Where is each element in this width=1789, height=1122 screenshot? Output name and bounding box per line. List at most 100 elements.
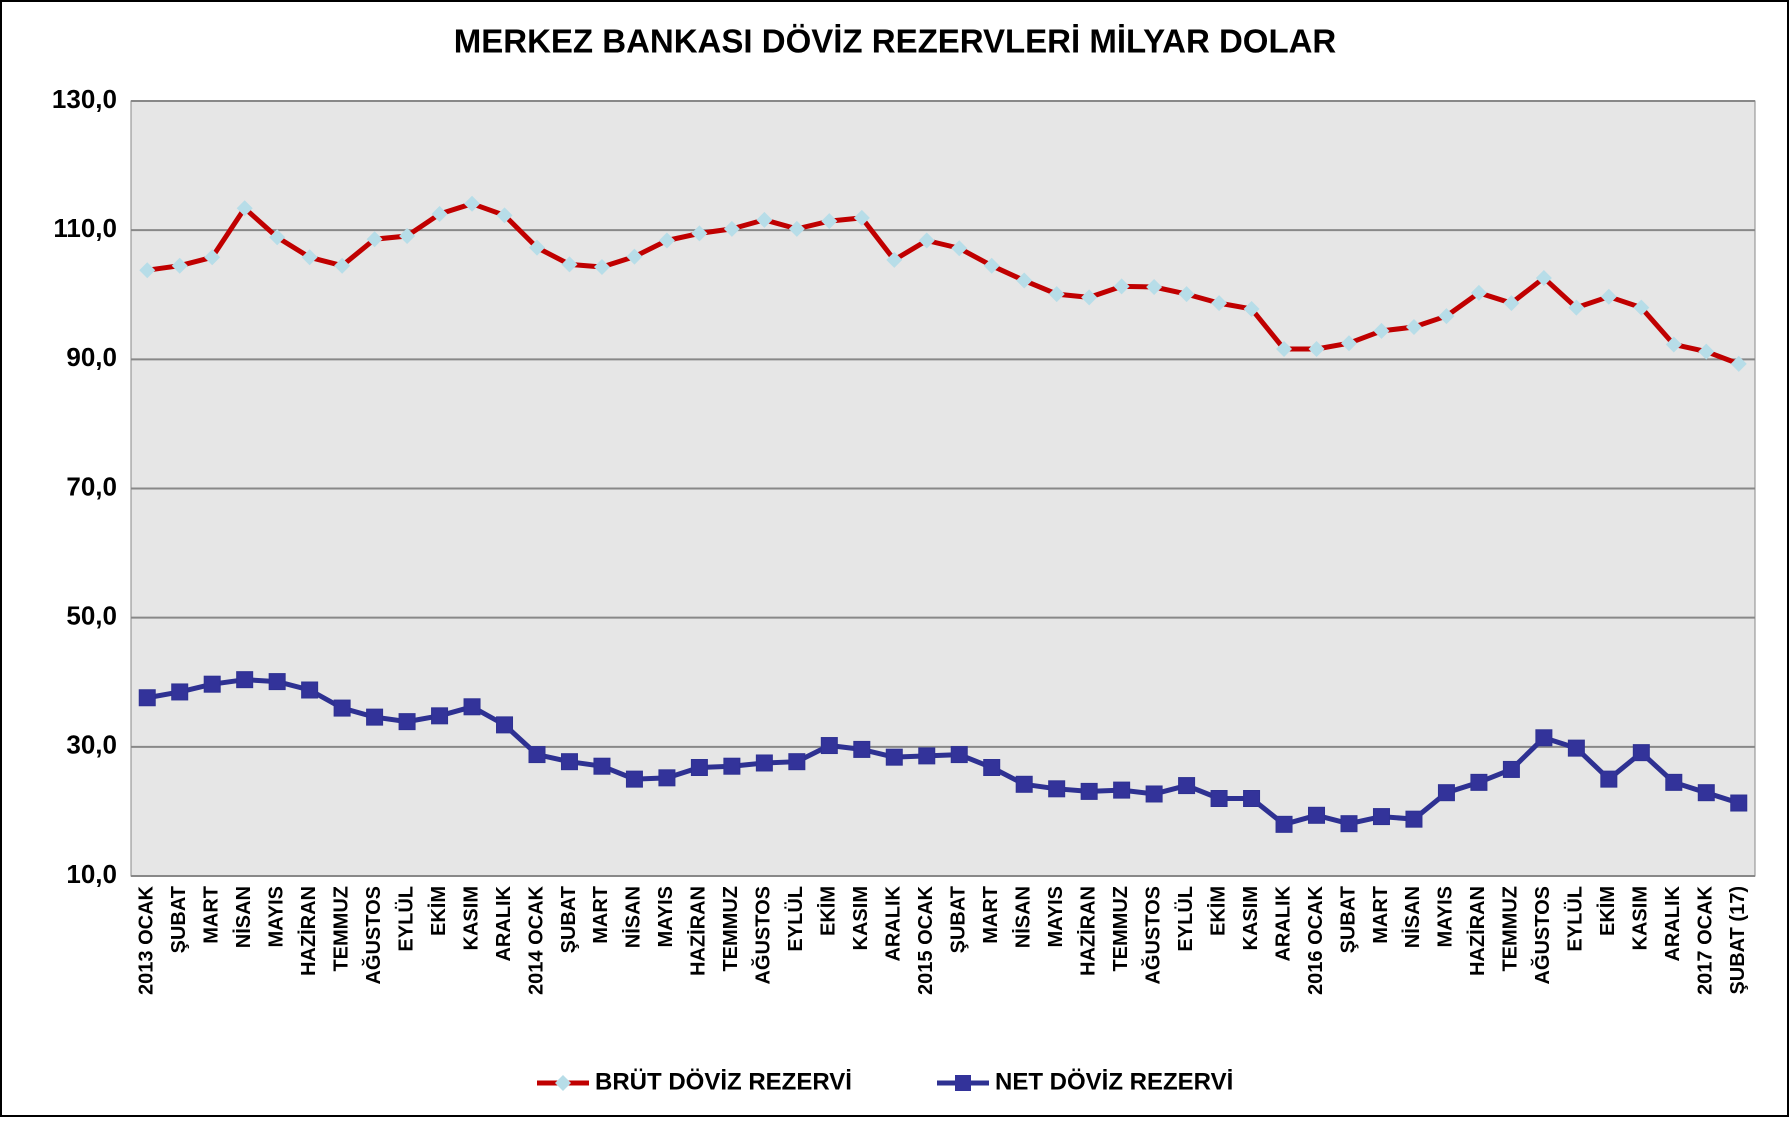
data-point [918,747,936,765]
data-point [1730,355,1747,372]
data-point [561,256,578,273]
data-point [1308,341,1325,357]
x-tick-label: EKİM [427,886,450,936]
data-point [333,699,351,717]
x-tick-label: MAYIS [1435,886,1457,948]
x-tick-label: KASIM [1630,886,1652,950]
data-point [236,200,253,217]
data-point [1048,780,1066,798]
data-point [529,239,545,256]
data-point [820,737,838,755]
data-point [464,195,481,212]
data-point [1275,815,1293,833]
data-point [1697,784,1715,802]
data-point [560,753,578,771]
data-point [658,769,676,787]
data-point [301,681,319,699]
data-point [1698,343,1715,360]
x-tick-label: MART [200,886,222,944]
data-point [1600,288,1617,305]
x-tick-label: NİSAN [232,886,255,948]
data-point [821,213,838,230]
x-tick-label: TEMMUZ [330,886,352,972]
data-point [1568,299,1585,316]
data-point [1340,815,1358,833]
legend-label: BRÜT DÖVİZ REZERVİ [595,1068,852,1095]
x-tick-label: EYLÜL [1174,886,1197,952]
data-point [268,673,286,691]
x-tick-label: ŞUBAT [1337,886,1359,953]
data-point [1210,790,1228,807]
data-point [755,754,773,772]
data-point [1276,341,1293,357]
y-tick-label: 10,0 [66,859,117,889]
data-point [593,258,610,275]
x-tick-label: NİSAN [622,886,645,948]
data-point [1438,308,1455,325]
data-point [1243,790,1261,807]
x-tick-label: ARALIK [493,885,515,961]
x-tick-label: EYLÜL [394,886,417,952]
data-point [918,232,935,249]
x-tick-label: 2017 OCAK [1695,885,1717,994]
data-point [334,257,351,274]
x-tick-label: KASIM [850,886,872,950]
data-point [431,707,449,725]
data-point [399,227,416,244]
x-tick-label: 2015 OCAK [915,885,937,994]
legend-marker [555,1075,571,1091]
data-point [203,675,221,693]
x-tick-label: 2016 OCAK [1305,885,1327,994]
x-tick-label: ARALIK [883,885,905,961]
data-point [691,225,708,242]
x-tick-label: MART [590,886,612,944]
data-point [1341,335,1357,352]
x-tick-label: ŞUBAT (17) [1727,886,1749,995]
data-point [1081,289,1098,306]
x-tick-label: AĞUSTOS [1530,886,1554,985]
x-tick-label: KASIM [1240,886,1262,950]
x-tick-label: HAZİRAN [297,886,320,976]
grid: 10,0 30,0 50,0 70,0 90,0 110,0 130,0 [52,84,1755,889]
y-tick-label: 90,0 [66,342,117,372]
x-tick-label: ARALIK [1662,885,1684,961]
data-point [723,220,740,237]
data-point [983,759,1001,776]
data-point [788,753,806,771]
data-point [1113,781,1131,799]
data-point [496,207,513,224]
chart-title: MERKEZ BANKASI DÖVİZ REZERVLERİ MİLYAR D… [454,23,1337,60]
x-tick-label: TEMMUZ [1110,886,1132,972]
data-point [204,249,221,266]
series-line [146,201,1740,367]
data-point [1503,295,1520,312]
data-point [951,240,968,257]
data-point [950,746,968,764]
x-tick-label: HAZİRAN [687,886,710,976]
data-point [723,757,741,775]
x-tick-label: MAYIS [1045,886,1067,948]
x-tick-label: EKİM [1596,886,1619,936]
data-point [398,713,416,731]
x-tick-label: MART [1370,886,1392,944]
data-point [1146,279,1163,295]
data-point [1211,295,1228,312]
x-tick-label: KASIM [460,886,482,950]
x-tick-label: MART [980,886,1002,944]
x-tick-label: EYLÜL [1564,886,1587,952]
data-point [366,708,384,726]
data-point [788,220,805,237]
data-point [1665,773,1683,791]
data-point [1145,785,1163,803]
x-tick-label: ŞUBAT [168,886,190,953]
y-tick-label: 110,0 [53,213,117,243]
data-point [1113,278,1130,295]
data-point [1632,744,1650,762]
legend-marker [955,1075,971,1091]
y-tick-label: 50,0 [66,601,117,631]
x-axis-labels: 2013 OCAK ŞUBAT MART NİSAN MAYIS HAZİRAN TEMMU… [136,885,1750,994]
legend-label: NET DÖVİZ REZERVİ [995,1068,1233,1095]
data-point [983,257,1000,274]
data-point [593,757,611,775]
